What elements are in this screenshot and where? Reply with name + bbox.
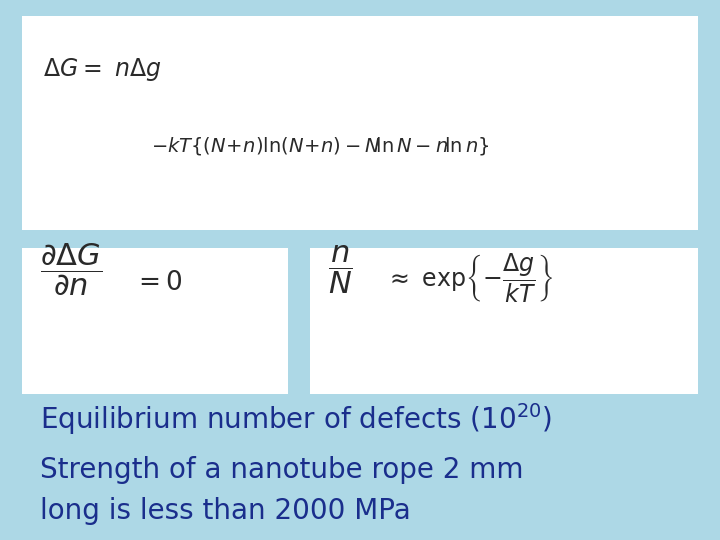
Text: long is less than 2000 MPa: long is less than 2000 MPa [40, 497, 410, 525]
Text: $\Delta G = \ n\Delta g$: $\Delta G = \ n\Delta g$ [43, 56, 161, 83]
Text: $= 0$: $= 0$ [133, 271, 183, 296]
FancyBboxPatch shape [22, 248, 288, 394]
Text: Equilibrium number of defects (10$^{20}$): Equilibrium number of defects (10$^{20}$… [40, 401, 552, 437]
Text: $\approx \ \exp\!\left\{-\dfrac{\Delta g}{kT}\right\}$: $\approx \ \exp\!\left\{-\dfrac{\Delta g… [385, 252, 554, 305]
FancyBboxPatch shape [22, 16, 698, 230]
Text: $\dfrac{n}{N}$: $\dfrac{n}{N}$ [328, 244, 352, 296]
Text: Strength of a nanotube rope 2 mm: Strength of a nanotube rope 2 mm [40, 456, 523, 484]
FancyBboxPatch shape [310, 248, 698, 394]
Text: $-kT\left\{(N\!+\!n)\ln(N\!+\!n) - N\!\ln N - n\!\ln n\right\}$: $-kT\left\{(N\!+\!n)\ln(N\!+\!n) - N\!\l… [151, 134, 490, 157]
Text: $\dfrac{\partial\Delta G}{\partial n}$: $\dfrac{\partial\Delta G}{\partial n}$ [40, 242, 102, 298]
